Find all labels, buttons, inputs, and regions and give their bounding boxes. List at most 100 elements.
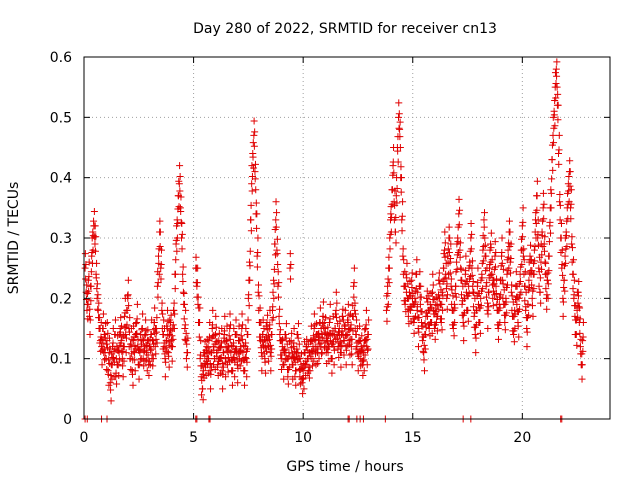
data-point bbox=[350, 282, 358, 290]
x-axis-label: GPS time / hours bbox=[286, 459, 403, 475]
data-point bbox=[470, 288, 478, 296]
data-point bbox=[268, 331, 276, 339]
data-point bbox=[362, 325, 370, 332]
data-point bbox=[350, 279, 358, 287]
data-point bbox=[351, 306, 359, 314]
data-point bbox=[420, 341, 428, 349]
data-point bbox=[550, 139, 558, 147]
data-point bbox=[458, 276, 466, 284]
data-point bbox=[521, 282, 529, 290]
data-point bbox=[220, 349, 228, 357]
data-point bbox=[553, 72, 561, 80]
data-point bbox=[474, 264, 482, 272]
data-point bbox=[362, 306, 370, 314]
data-point bbox=[450, 300, 458, 308]
data-point bbox=[541, 233, 549, 241]
data-point bbox=[536, 288, 544, 296]
data-point bbox=[429, 281, 437, 289]
data-point bbox=[560, 283, 568, 291]
data-point bbox=[428, 288, 436, 296]
data-point bbox=[576, 304, 584, 312]
data-point bbox=[128, 370, 136, 378]
data-point bbox=[296, 355, 304, 363]
data-point bbox=[540, 215, 548, 223]
data-point bbox=[549, 166, 557, 174]
data-point bbox=[415, 328, 423, 336]
data-point bbox=[245, 258, 253, 266]
data-point bbox=[498, 234, 506, 242]
data-point bbox=[360, 356, 368, 364]
data-point bbox=[358, 332, 366, 340]
data-point bbox=[94, 305, 102, 313]
data-point bbox=[107, 372, 115, 380]
data-point bbox=[481, 241, 489, 249]
data-point bbox=[337, 338, 345, 346]
x-tick-label: 15 bbox=[404, 430, 422, 446]
data-point bbox=[195, 333, 203, 341]
data-point bbox=[251, 128, 259, 136]
data-point bbox=[398, 227, 406, 235]
data-point bbox=[224, 361, 232, 369]
data-point bbox=[196, 304, 204, 312]
data-point bbox=[247, 227, 255, 235]
data-point bbox=[133, 315, 141, 323]
data-point bbox=[294, 331, 302, 339]
data-point bbox=[441, 246, 449, 254]
data-point bbox=[558, 246, 566, 254]
data-point bbox=[179, 288, 187, 296]
data-point bbox=[567, 204, 575, 212]
data-point bbox=[533, 177, 541, 185]
data-point bbox=[163, 347, 171, 355]
data-point bbox=[167, 337, 175, 345]
data-point bbox=[438, 288, 446, 296]
data-point bbox=[541, 247, 549, 255]
data-point bbox=[467, 234, 475, 242]
data-point bbox=[221, 312, 229, 320]
data-point bbox=[315, 355, 323, 363]
data-point bbox=[395, 110, 403, 118]
data-point bbox=[162, 344, 170, 352]
data-point bbox=[183, 363, 191, 371]
data-point bbox=[494, 325, 502, 332]
data-point bbox=[491, 238, 499, 246]
data-point bbox=[539, 204, 547, 212]
data-point bbox=[386, 245, 394, 253]
data-point bbox=[181, 321, 189, 329]
data-point bbox=[579, 337, 587, 345]
data-point bbox=[529, 312, 537, 320]
data-point bbox=[541, 258, 549, 266]
data-point bbox=[120, 357, 128, 365]
data-point bbox=[398, 212, 406, 220]
data-point bbox=[498, 248, 506, 256]
y-tick-label: 0.1 bbox=[50, 352, 72, 368]
data-point bbox=[247, 216, 255, 224]
data-point bbox=[385, 264, 393, 272]
data-point bbox=[306, 367, 314, 375]
data-point bbox=[294, 349, 302, 357]
data-point bbox=[273, 235, 281, 243]
data-point bbox=[161, 373, 169, 381]
data-point bbox=[570, 256, 578, 264]
data-point bbox=[527, 241, 535, 249]
data-point bbox=[161, 355, 169, 363]
data-point bbox=[456, 246, 464, 254]
data-point bbox=[310, 325, 318, 332]
data-point bbox=[127, 343, 135, 351]
data-point bbox=[91, 247, 99, 255]
data-point bbox=[561, 252, 569, 260]
data-point bbox=[86, 316, 94, 324]
data-point bbox=[575, 303, 583, 311]
data-point bbox=[92, 274, 100, 282]
data-point bbox=[450, 332, 458, 340]
data-point bbox=[364, 331, 372, 339]
data-point bbox=[542, 270, 550, 278]
data-point bbox=[159, 331, 167, 339]
data-point bbox=[552, 65, 560, 73]
data-point bbox=[94, 291, 102, 299]
data-point bbox=[170, 299, 178, 307]
data-point bbox=[94, 306, 102, 314]
data-point bbox=[125, 302, 133, 310]
data-point bbox=[305, 363, 313, 371]
data-point bbox=[485, 303, 493, 311]
data-point bbox=[527, 256, 535, 264]
